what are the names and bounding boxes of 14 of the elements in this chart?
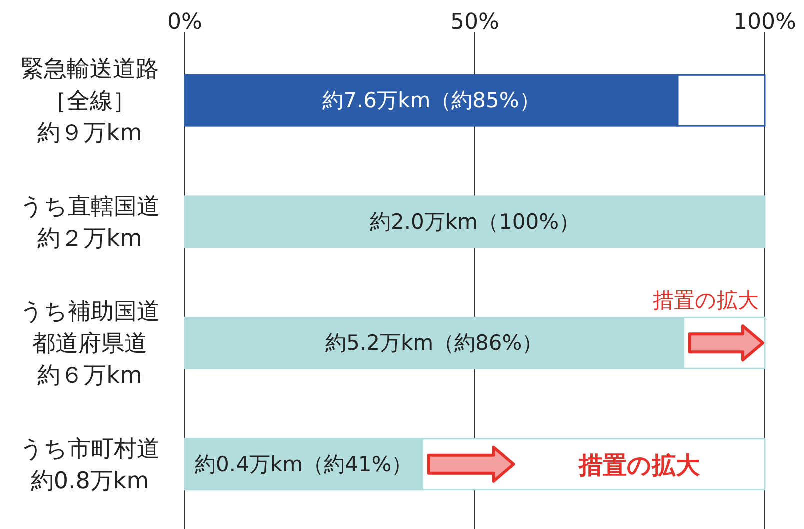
annotation: 措置の拡大 xyxy=(578,451,701,480)
y-tick-label: うち市町村道約0.8万km xyxy=(20,436,160,494)
data-label: 約5.2万km（約86%） xyxy=(326,331,544,356)
annotation: 措置の拡大 xyxy=(653,288,759,313)
data-label: 約2.0万km（100%） xyxy=(370,210,580,234)
bar xyxy=(184,196,766,248)
x-tick-label: 100% xyxy=(734,10,796,35)
y-tick-label: 緊急輸送道路［全線］約９万km xyxy=(21,56,159,147)
x-tick-label: 50% xyxy=(450,10,500,35)
data-label: 約0.4万km（約41%） xyxy=(195,452,413,476)
y-tick-label: うち直轄国道約２万km xyxy=(20,194,160,252)
data-label: 約7.6万km（約85%） xyxy=(322,88,540,113)
y-tick-label: うち補助国道都道府県道約６万km xyxy=(20,299,160,390)
x-tick-label: 0% xyxy=(168,10,202,35)
